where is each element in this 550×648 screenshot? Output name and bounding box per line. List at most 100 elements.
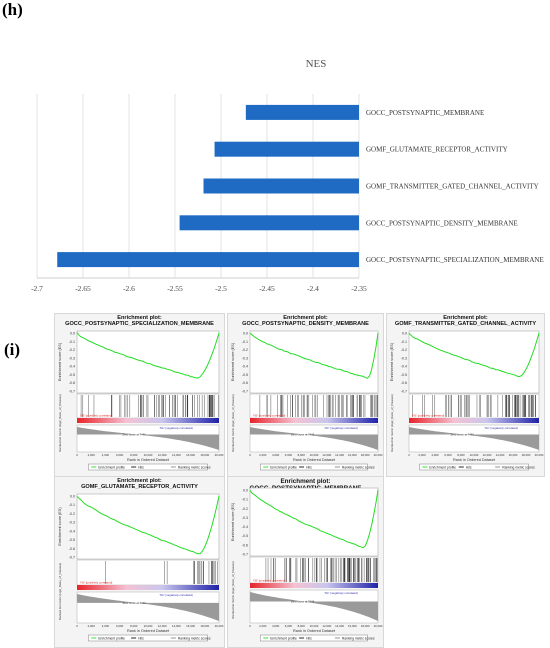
es-panel: [408, 330, 540, 394]
gsea-plot-svg: 0.0 -0.1 -0.2 -0.3 -0.4 -0.5 -0.6 -0.7 Enrichmen…: [58, 493, 224, 642]
ranking-metric-area: [77, 594, 219, 621]
es-tick-label: 0.0: [70, 495, 75, 499]
x-tick-label: 10,000: [144, 624, 153, 628]
nes-bar: [203, 178, 359, 194]
x-tick-label: 6,000: [285, 624, 293, 628]
es-tick-label: -0.2: [242, 507, 248, 511]
x-tick-label: 8,000: [298, 624, 306, 628]
x-tick-label: -2.7: [31, 284, 43, 293]
legend-box: [88, 463, 208, 471]
x-tick-label: 6,000: [116, 453, 124, 457]
es-tick-label: -0.3: [401, 356, 407, 360]
x-tick-label: 4,000: [102, 453, 110, 457]
legend-entry: Enrichment profile: [98, 636, 125, 640]
gsea-title-line1: Enrichment plot:: [443, 315, 488, 321]
ranking-metric-area: [250, 427, 378, 450]
x-tick-label: 20,000: [374, 453, 383, 457]
es-tick-label: -0.3: [69, 356, 75, 360]
es-curve: [408, 332, 540, 378]
metric-axis-label: Ranked list metric (log2_Ratio_of_Classe…: [58, 394, 62, 452]
es-tick-label: -0.2: [69, 348, 75, 352]
category-label: GOCC_POSTSYNAPTIC_DENSITY_MEMBRANE: [366, 219, 518, 227]
gsea-title: Enrichment plot: GOCC_POSTSYNAPTIC_DENSIT…: [228, 315, 383, 328]
x-tick-label: 2,000: [88, 453, 96, 457]
x-tick-label: 14,000: [335, 453, 344, 457]
gsea-title-line1: Enrichment plot:: [117, 478, 162, 484]
x-tick-label: 16,000: [348, 624, 357, 628]
es-tick-label: -0.3: [242, 516, 248, 520]
legend-box: [88, 634, 208, 642]
es-tick-label: -0.7: [242, 553, 248, 557]
x-tick-label: 16,000: [186, 453, 195, 457]
legend-box: [260, 463, 368, 471]
zero-cross-label: Zero cross at 7446: [451, 432, 475, 436]
x-tick-label: 0: [249, 453, 251, 457]
x-tick-label: 0: [76, 453, 78, 457]
x-tick-label: -2.4: [307, 284, 319, 293]
es-tick-label: -0.1: [242, 498, 248, 502]
es-panel: [76, 493, 220, 560]
legend-entry: Ranking metric scores: [342, 636, 375, 640]
zero-cross-label: Zero cross at 7446: [122, 601, 146, 605]
x-tick-label: 6,000: [285, 453, 293, 457]
x-tick-label: 4,000: [272, 453, 280, 457]
gsea-plot-svg: 0.0 -0.1 -0.2 -0.3 -0.4 -0.5 -0.6 -0.7 Enrichmen…: [390, 330, 544, 471]
positive-label: 'NS' (positively correlated): [80, 414, 112, 418]
x-tick-label: 6,000: [116, 624, 124, 628]
es-tick-label: -0.5: [401, 373, 407, 377]
es-tick-label: -0.6: [401, 381, 407, 385]
legend-box: [419, 463, 529, 471]
x-tick-label: 12,000: [322, 453, 331, 457]
gsea-enrichment-plot: Enrichment plot: GOCC_POSTSYNAPTIC_DENSIT…: [227, 313, 384, 477]
es-tick-label: -0.6: [242, 543, 248, 547]
ranking-color-bar: [250, 418, 378, 423]
x-tick-label: 10,000: [310, 624, 319, 628]
negative-label: 'NC' (negatively correlated): [159, 593, 193, 597]
negative-label: 'NC' (negatively correlated): [159, 426, 193, 430]
es-tick-label: -0.4: [69, 365, 75, 369]
x-axis-label: Rank in Ordered Dataset: [293, 458, 336, 462]
x-tick-label: -2.65: [75, 284, 91, 293]
gsea-plot-svg: 0.0 -0.1 -0.2 -0.3 -0.4 -0.5 -0.6 -0.7 Enrichmen…: [231, 487, 383, 642]
positive-label: 'NS' (positively correlated): [253, 579, 285, 583]
es-curve: [249, 489, 379, 549]
category-label: GOCC_POSTSYNAPTIC_MEMBRANE: [366, 109, 484, 117]
legend-entry: Hits: [306, 636, 312, 640]
metric-axis-label: Ranked list metric (log2_Ratio_of_Classe…: [390, 394, 394, 452]
metric-axis-label: Ranked list metric (log2_Ratio_of_Classe…: [231, 561, 235, 619]
es-tick-label: -0.4: [242, 525, 248, 529]
legend-entry: Enrichment profile: [98, 465, 125, 469]
x-tick-label: 14,000: [335, 624, 344, 628]
es-tick-label: 0.0: [243, 332, 248, 336]
es-curve: [249, 332, 379, 379]
es-tick-label: -0.1: [401, 340, 407, 344]
legend-entry: Enrichment profile: [270, 636, 297, 640]
ranking-color-bar: [77, 418, 219, 423]
category-label: GOMF_TRANSMITTER_GATED_CHANNEL_ACTIVITY: [366, 183, 539, 191]
gsea-title: Enrichment plot: GOCC_POSTSYNAPTIC_SPECIA…: [55, 315, 224, 328]
x-tick-label: 18,000: [200, 624, 209, 628]
x-tick-label: 0: [408, 453, 410, 457]
x-tick-label: 20,000: [374, 624, 383, 628]
x-tick-label: 14,000: [172, 624, 181, 628]
es-panel: [249, 330, 379, 394]
x-tick-label: 8,000: [130, 624, 138, 628]
x-axis-label: Rank in Ordered Dataset: [293, 629, 336, 633]
x-tick-label: 20,000: [215, 453, 224, 457]
x-tick-label: 16,000: [509, 453, 518, 457]
x-tick-label: 10,000: [144, 453, 153, 457]
es-tick-label: -0.4: [242, 365, 248, 369]
x-tick-label: 2,000: [88, 624, 96, 628]
es-tick-label: -0.5: [242, 534, 248, 538]
legend-entry: Enrichment profile: [270, 465, 297, 469]
metric-axis-label: Ranked list metric (log2_Ratio_of_Classe…: [58, 563, 62, 621]
ranking-metric-area: [250, 592, 378, 621]
ranking-color-bar: [77, 585, 219, 590]
x-tick-label: 20,000: [215, 624, 224, 628]
x-tick-label: 4,000: [102, 624, 110, 628]
x-tick-label: 14,000: [172, 453, 181, 457]
hits-panel: [76, 559, 220, 586]
nes-bar: [179, 215, 359, 231]
negative-label: 'NC' (negatively correlated): [484, 426, 518, 430]
gsea-plot-svg: 0.0 -0.1 -0.2 -0.3 -0.4 -0.5 -0.6 -0.7 Enrichmen…: [58, 330, 224, 471]
